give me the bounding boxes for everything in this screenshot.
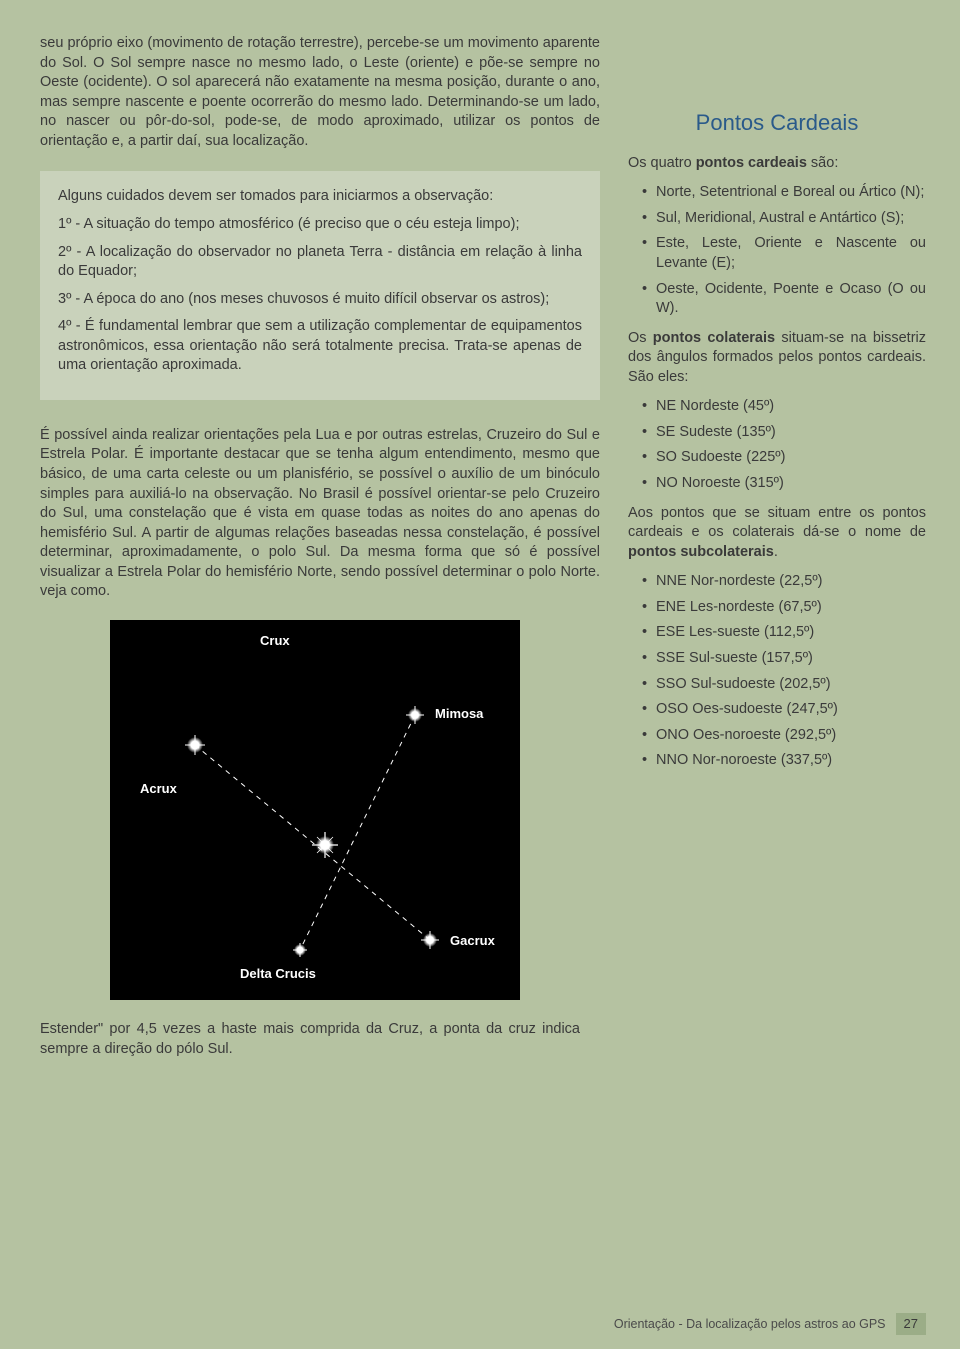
list-item: NNE Nor-nordeste (22,5º) — [628, 572, 926, 592]
footer: Orientação - Da localização pelos astros… — [614, 1313, 926, 1335]
list-item: SSO Sul-sudoeste (202,5º) — [628, 675, 926, 695]
paragraph-1: seu próprio eixo (movimento de rotação t… — [40, 34, 600, 151]
callout-box: Alguns cuidados devem ser tomados para i… — [40, 171, 600, 400]
text: Aos pontos que se situam entre os pontos… — [628, 505, 926, 541]
label-gacrux: Gacrux — [450, 932, 495, 950]
list-item: SE Sudeste (135º) — [628, 423, 926, 443]
callout-item-4: 4º - É fundamental lembrar que sem a uti… — [58, 317, 582, 376]
list-item: ONO Oes-noroeste (292,5º) — [628, 726, 926, 746]
list-item: ESE Les-sueste (112,5º) — [628, 623, 926, 643]
callout-item-3: 3º - A época do ano (nos meses chuvosos … — [58, 290, 582, 310]
sidebar-intro: Os quatro pontos cardeais são: — [628, 154, 926, 174]
list-item: Sul, Meridional, Austral e Antártico (S)… — [628, 209, 926, 229]
collaterals-intro: Os pontos colaterais situam-se na bisset… — [628, 329, 926, 388]
callout-item-1: 1º - A situação do tempo atmosférico (é … — [58, 215, 582, 235]
list-item: NE Nordeste (45º) — [628, 397, 926, 417]
text-bold: pontos colaterais — [653, 330, 775, 346]
subcollaterals-intro: Aos pontos que se situam entre os pontos… — [628, 504, 926, 563]
label-crux: Crux — [260, 632, 290, 650]
text-bold: pontos cardeais — [696, 155, 807, 171]
figure-caption: Estender" por 4,5 vezes a haste mais com… — [40, 1020, 580, 1059]
page-number: 27 — [896, 1313, 926, 1335]
callout-item-2: 2º - A localização do observador no plan… — [58, 243, 582, 282]
list-item: Este, Leste, Oriente e Nascente ou Levan… — [628, 234, 926, 273]
list-item: SSE Sul-sueste (157,5º) — [628, 649, 926, 669]
text: são: — [807, 155, 838, 171]
list-item: SO Sudoeste (225º) — [628, 448, 926, 468]
subcollaterals-list: NNE Nor-nordeste (22,5º) ENE Les-nordest… — [628, 572, 926, 771]
left-column: seu próprio eixo (movimento de rotação t… — [40, 34, 600, 1089]
label-acrux: Acrux — [140, 780, 177, 798]
star-mimosa — [406, 706, 424, 724]
page: seu próprio eixo (movimento de rotação t… — [0, 0, 960, 1089]
label-mimosa: Mimosa — [435, 705, 483, 723]
text-bold: pontos subcolaterais — [628, 544, 774, 560]
list-item: Oeste, Ocidente, Poente e Ocaso (O ou W)… — [628, 280, 926, 319]
list-item: OSO Oes-sudoeste (247,5º) — [628, 700, 926, 720]
star-center — [312, 832, 338, 858]
paragraph-2: É possível ainda realizar orientações pe… — [40, 426, 600, 602]
text: Os — [628, 330, 653, 346]
star-gacrux — [421, 931, 439, 949]
star-delta — [293, 943, 307, 957]
star-acrux — [185, 735, 205, 755]
constellation-figure: Crux Acrux Mimosa Gacrux Delta Crucis — [110, 620, 520, 1000]
list-item: ENE Les-nordeste (67,5º) — [628, 598, 926, 618]
list-item: NO Noroeste (315º) — [628, 474, 926, 494]
label-delta: Delta Crucis — [240, 965, 316, 983]
cardinals-list: Norte, Setentrional e Boreal ou Ártico (… — [628, 183, 926, 318]
sidebar: Pontos Cardeais Os quatro pontos cardeai… — [628, 34, 926, 1089]
text: . — [774, 544, 778, 560]
list-item: Norte, Setentrional e Boreal ou Ártico (… — [628, 183, 926, 203]
list-item: NNO Nor-noroeste (337,5º) — [628, 751, 926, 771]
sidebar-title: Pontos Cardeais — [628, 108, 926, 138]
callout-lead: Alguns cuidados devem ser tomados para i… — [58, 187, 582, 207]
collaterals-list: NE Nordeste (45º) SE Sudeste (135º) SO S… — [628, 397, 926, 493]
text: Os quatro — [628, 155, 696, 171]
footer-text: Orientação - Da localização pelos astros… — [614, 1316, 886, 1333]
